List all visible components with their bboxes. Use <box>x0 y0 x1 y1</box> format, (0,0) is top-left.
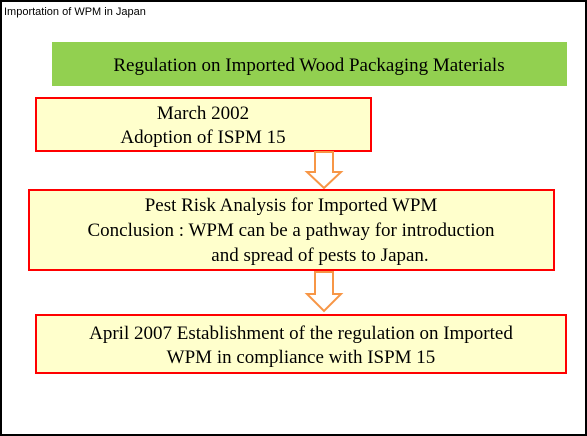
heading-box <box>52 42 567 86</box>
step-text: Conclusion : WPM can be a pathway for in… <box>87 220 495 241</box>
heading: Regulation on Imported Wood Packaging Ma… <box>113 55 504 76</box>
step-text: Pest Risk Analysis for Imported WPM <box>145 195 438 216</box>
step-text: March 2002 <box>157 103 249 124</box>
step-text: WPM in compliance with ISPM 15 <box>167 347 436 368</box>
step-text: April 2007 Establishment of the regulati… <box>89 323 513 344</box>
step-box <box>35 314 567 374</box>
down-arrow <box>304 151 344 190</box>
down-arrow <box>304 271 344 313</box>
step-text: and spread of pests to Japan. <box>211 245 428 266</box>
step-text: Adoption of ISPM 15 <box>120 127 285 148</box>
slide-title: Importation of WPM in Japan <box>4 6 146 18</box>
step-box <box>35 97 372 152</box>
step-box <box>28 189 555 271</box>
